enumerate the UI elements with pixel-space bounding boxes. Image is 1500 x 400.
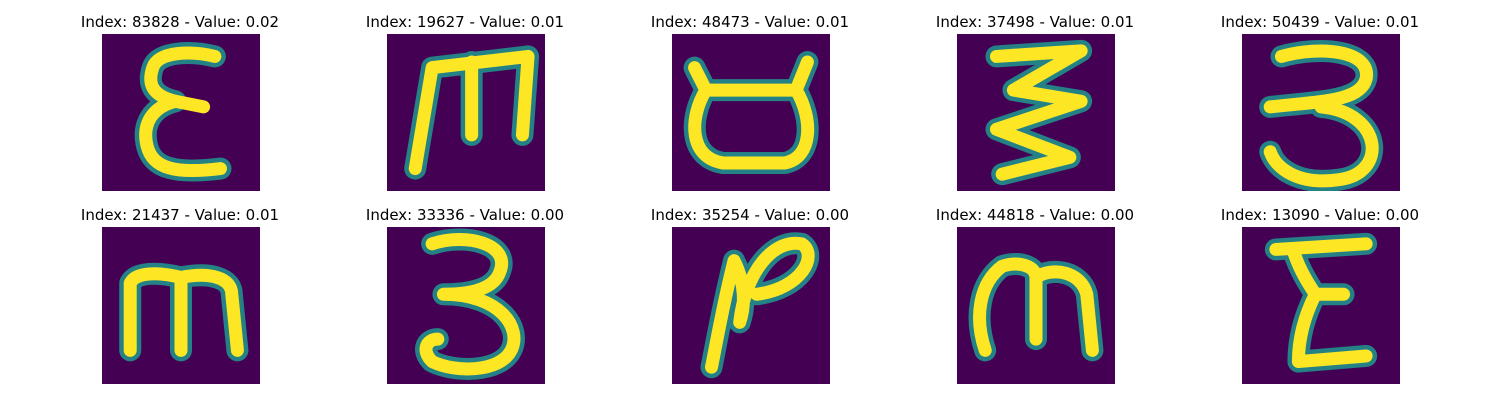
panel-caption: Index: 37498 - Value: 0.01 — [935, 13, 1135, 31]
epsilon-glyph — [102, 34, 260, 191]
panel-caption: Index: 48473 - Value: 0.01 — [650, 13, 850, 31]
three-glyph — [387, 227, 545, 384]
panel-5: Index: 50439 - Value: 0.01 — [1200, 12, 1440, 192]
m-glyph — [102, 227, 260, 384]
n-glyph — [672, 227, 830, 384]
panel-8: Index: 35254 - Value: 0.00 — [630, 205, 870, 385]
panel-caption: Index: 83828 - Value: 0.02 — [80, 13, 280, 31]
epsilon-glyph — [1242, 227, 1400, 384]
panel-caption: Index: 50439 - Value: 0.01 — [1220, 13, 1420, 31]
panel-caption: Index: 44818 - Value: 0.00 — [935, 206, 1135, 224]
panel-9: Index: 44818 - Value: 0.00 — [915, 205, 1155, 385]
panel-caption: Index: 35254 - Value: 0.00 — [650, 206, 850, 224]
zigzag-glyph — [957, 34, 1115, 191]
panel-6: Index: 21437 - Value: 0.01 — [60, 205, 300, 385]
panel-caption: Index: 13090 - Value: 0.00 — [1220, 206, 1420, 224]
m-glyph — [957, 227, 1115, 384]
panel-7: Index: 33336 - Value: 0.00 — [345, 205, 585, 385]
three-glyph — [1242, 34, 1400, 191]
panel-1: Index: 83828 - Value: 0.02 — [60, 12, 300, 192]
panel-caption: Index: 33336 - Value: 0.00 — [365, 206, 565, 224]
panel-10: Index: 13090 - Value: 0.00 — [1200, 205, 1440, 385]
panel-2: Index: 19627 - Value: 0.01 — [345, 12, 585, 192]
panel-caption: Index: 21437 - Value: 0.01 — [80, 206, 280, 224]
panel-3: Index: 48473 - Value: 0.01 — [630, 12, 870, 192]
m-glyph — [387, 34, 545, 191]
cup-glyph — [672, 34, 830, 191]
panel-caption: Index: 19627 - Value: 0.01 — [365, 13, 565, 31]
panel-4: Index: 37498 - Value: 0.01 — [915, 12, 1155, 192]
